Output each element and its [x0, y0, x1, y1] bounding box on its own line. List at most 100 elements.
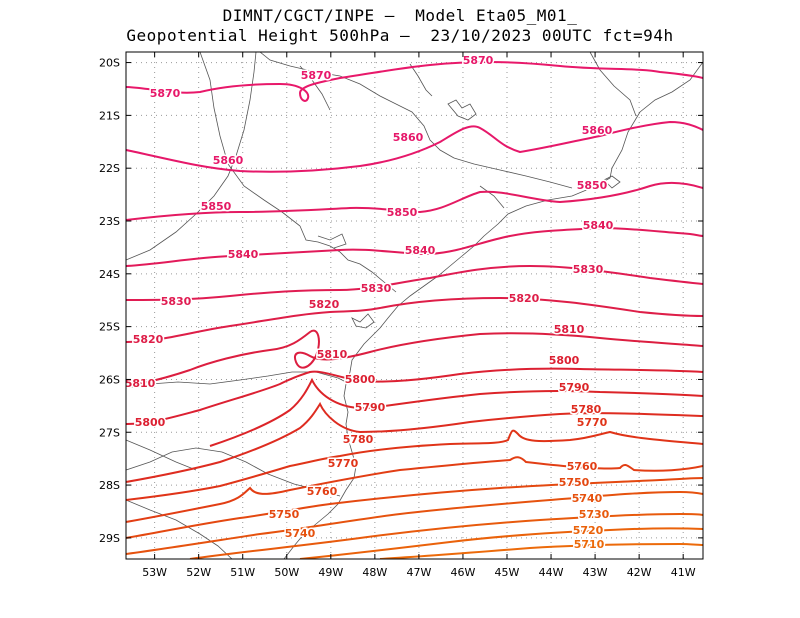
contour-label: 5840 [583, 219, 614, 232]
contour-5840 [126, 226, 703, 267]
contour-5730 [189, 512, 703, 559]
border-uy [126, 499, 233, 559]
contour-5770 [126, 429, 703, 501]
contour-label: 5740 [285, 527, 316, 540]
border-pr-sc [126, 371, 351, 389]
bay-guanabara [603, 175, 621, 189]
border-rs-west [126, 439, 197, 471]
contour-label: 5780 [343, 433, 374, 446]
lat-tick-label: 20S [99, 57, 120, 70]
title-line-1: DIMNT/CGCT/INPE — Model Eta05_M01_ [222, 6, 578, 25]
contour-label: 5840 [228, 248, 259, 261]
contour-5870 [126, 61, 703, 102]
lake-furnas [447, 99, 477, 121]
lon-tick-label: 49W [318, 566, 343, 579]
contour-label: 5770 [577, 416, 608, 429]
contour-label: 5760 [567, 460, 598, 473]
lon-tick-label: 50W [274, 566, 299, 579]
contour-5750 [126, 477, 703, 539]
contour-5740 [126, 490, 703, 555]
contour-label: 5820 [509, 292, 540, 305]
height-contours [126, 61, 703, 559]
contour-label: 5770 [328, 457, 359, 470]
contour-label: 5840 [405, 244, 436, 257]
contour-label: 5740 [572, 492, 603, 505]
lat-tick-label: 23S [99, 215, 120, 228]
contour-5860 [126, 120, 703, 173]
contour-label: 5860 [393, 131, 424, 144]
contour-label: 5810 [125, 377, 156, 390]
bay-paranagua [351, 313, 375, 329]
border-mg-sp [259, 52, 455, 159]
axis-ticks: 53W 52W 51W 50W 49W 48W 47W 46W 45W 44W 43W 42W 41W 2… [99, 52, 703, 579]
lat-tick-label: 25S [99, 321, 120, 334]
lon-tick-label: 48W [362, 566, 387, 579]
contour-label: 5850 [201, 200, 232, 213]
contour-label: 5850 [387, 206, 418, 219]
border-misc-3 [409, 63, 433, 97]
contour-label: 5800 [135, 416, 166, 429]
lon-tick-label: 43W [583, 566, 608, 579]
contour-5720 [299, 527, 703, 559]
contour-label: 5790 [559, 381, 590, 394]
title-line-2: Geopotential Height 500hPa — 23/10/2023 … [126, 26, 674, 45]
contour-label: 5830 [573, 263, 604, 276]
contour-label: 5750 [269, 508, 300, 521]
contour-5850 [126, 181, 703, 221]
lon-tick-label: 44W [539, 566, 564, 579]
contour-5760 [126, 456, 703, 523]
contour-label: 5830 [361, 282, 392, 295]
contour-label: 5820 [309, 298, 340, 311]
contour-labels: 5870 5870 5870 5860 5860 5860 5850 5850 5850 5840… [123, 53, 615, 553]
contour-5830 [126, 264, 703, 301]
lon-tick-label: 46W [451, 566, 476, 579]
contour-label: 5870 [150, 87, 181, 100]
contour-5820 [126, 296, 703, 343]
contour-label: 5730 [579, 508, 610, 521]
contour-label: 5760 [307, 485, 338, 498]
lat-tick-label: 21S [99, 109, 120, 122]
contour-label: 5860 [213, 154, 244, 167]
contour-label: 5830 [161, 295, 192, 308]
border-mg-es [589, 52, 637, 117]
lon-tick-label: 51W [230, 566, 255, 579]
lon-tick-label: 52W [186, 566, 211, 579]
border-mg-rj [453, 157, 573, 189]
contour-label: 5870 [463, 54, 494, 67]
border-sp-rj [479, 185, 505, 209]
contour-5800 [126, 367, 703, 425]
contour-5810 [126, 329, 703, 387]
contour-label: 5750 [559, 476, 590, 489]
contour-5710 [379, 542, 703, 559]
coastline [283, 61, 703, 559]
lat-tick-label: 28S [99, 479, 120, 492]
lat-tick-label: 29S [99, 532, 120, 545]
contour-label: 5780 [571, 403, 602, 416]
contour-label: 5850 [577, 179, 608, 192]
lon-tick-label: 41W [671, 566, 696, 579]
lon-tick-label: 42W [627, 566, 652, 579]
contour-label: 5800 [345, 373, 376, 386]
contour-label: 5870 [301, 69, 332, 82]
contour-5780 [126, 401, 703, 483]
lon-tick-label: 47W [406, 566, 431, 579]
contour-label: 5790 [355, 401, 386, 414]
lat-tick-label: 27S [99, 426, 120, 439]
lat-tick-label: 26S [99, 373, 120, 386]
lon-tick-label: 45W [495, 566, 520, 579]
border-misc-1 [317, 233, 347, 249]
contour-label: 5800 [549, 354, 580, 367]
border-sp-pr [299, 225, 397, 293]
border-misc-2 [299, 65, 331, 111]
lat-tick-label: 22S [99, 162, 120, 175]
contour-label: 5860 [582, 124, 613, 137]
contour-label: 5710 [574, 538, 605, 551]
border-parana-river [126, 52, 257, 261]
contour-5790 [209, 377, 703, 447]
lat-tick-label: 24S [99, 268, 120, 281]
contour-label: 5810 [317, 348, 348, 361]
contour-label: 5720 [573, 524, 604, 537]
contour-label: 5820 [133, 333, 164, 346]
plot-frame [125, 51, 704, 560]
